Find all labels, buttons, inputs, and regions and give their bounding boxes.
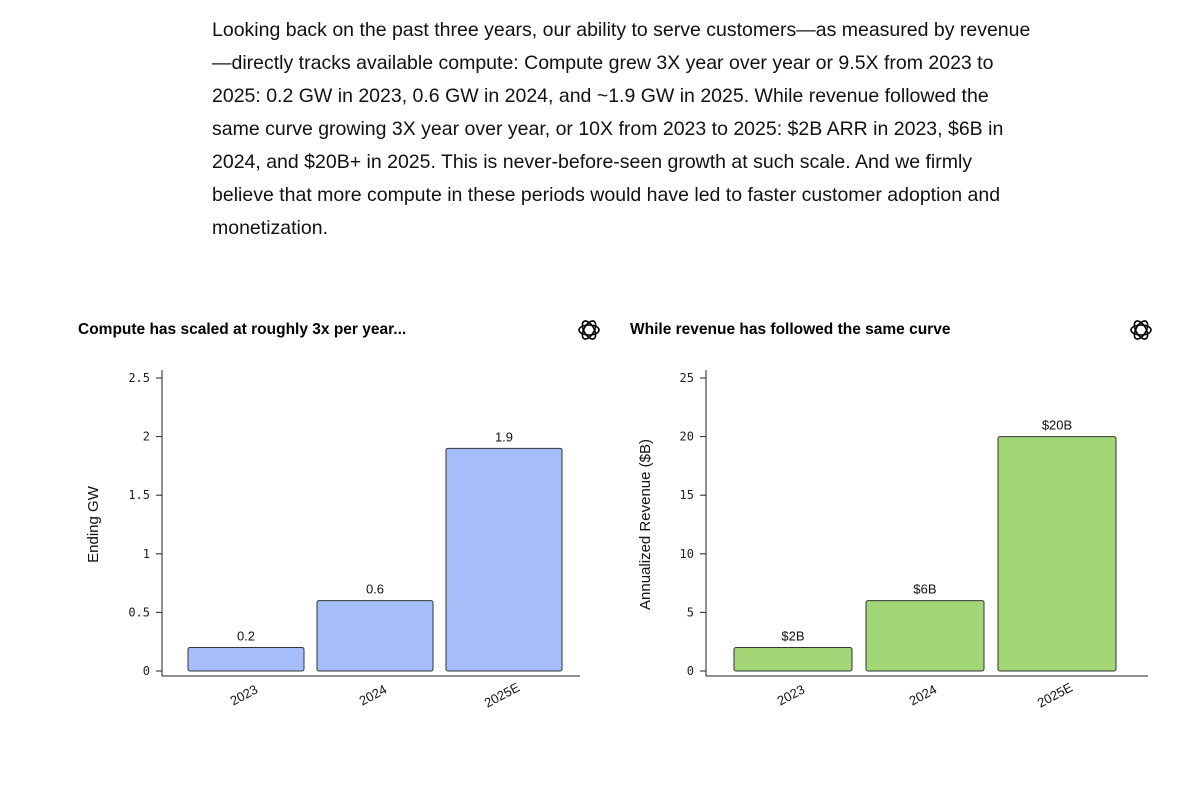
compute-bar-2023 [187, 647, 305, 672]
y-tick-label: 1 [143, 547, 150, 561]
data-label: $2B [781, 629, 804, 644]
y-tick-label: 15 [680, 488, 694, 502]
y-tick-label: 2 [143, 430, 150, 444]
data-label: $6B [913, 582, 936, 597]
data-label: 1.9 [495, 429, 513, 444]
compute-bar-2024 [316, 600, 434, 672]
openai-logo-icon [578, 320, 600, 340]
chart-title-compute: Compute has scaled at roughly 3x per yea… [78, 321, 407, 338]
data-label: 0.2 [237, 629, 255, 644]
x-tick-label: 2025E [482, 679, 523, 710]
x-tick-label: 2025E [1035, 679, 1076, 710]
y-tick-label: 1.5 [128, 488, 150, 502]
y-tick-label: 2.5 [128, 371, 150, 385]
revenue-bar-2024 [865, 600, 985, 672]
y-tick-label: 5 [687, 605, 694, 619]
compute-bar-2025E [445, 447, 563, 672]
y-tick-label: 20 [680, 430, 694, 444]
revenue-bar-2023 [733, 647, 853, 672]
x-tick-label: 2023 [775, 682, 808, 709]
compute-bar-chart: 0 0.5 1 1.5 2 2.5 Ending GW 0.2 2023 0.6 2024 1.9 20… [85, 370, 580, 710]
y-axis-title: Ending GW [85, 485, 102, 563]
data-label: 0.6 [366, 582, 384, 597]
intro-paragraph: Looking back on the past three years, ou… [212, 19, 1031, 239]
openai-logo-icon [1130, 320, 1152, 340]
x-tick-label: 2023 [228, 682, 261, 709]
y-tick-label: 10 [680, 547, 694, 561]
revenue-bar-2025E [997, 436, 1117, 672]
x-tick-label: 2024 [357, 682, 390, 709]
chart-title-revenue: While revenue has followed the same curv… [630, 321, 951, 338]
y-tick-label: 0.5 [128, 605, 150, 619]
data-label: $20B [1042, 418, 1072, 433]
y-tick-label: 25 [680, 371, 694, 385]
y-axis-title: Annualized Revenue ($B) [637, 439, 654, 610]
y-tick-label: 0 [687, 664, 694, 678]
revenue-bar-chart: 0 5 10 15 20 25 Annualized Revenue ($B) $2B 2023… [637, 370, 1148, 710]
y-tick-label: 0 [143, 664, 150, 678]
x-tick-label: 2024 [907, 682, 940, 709]
